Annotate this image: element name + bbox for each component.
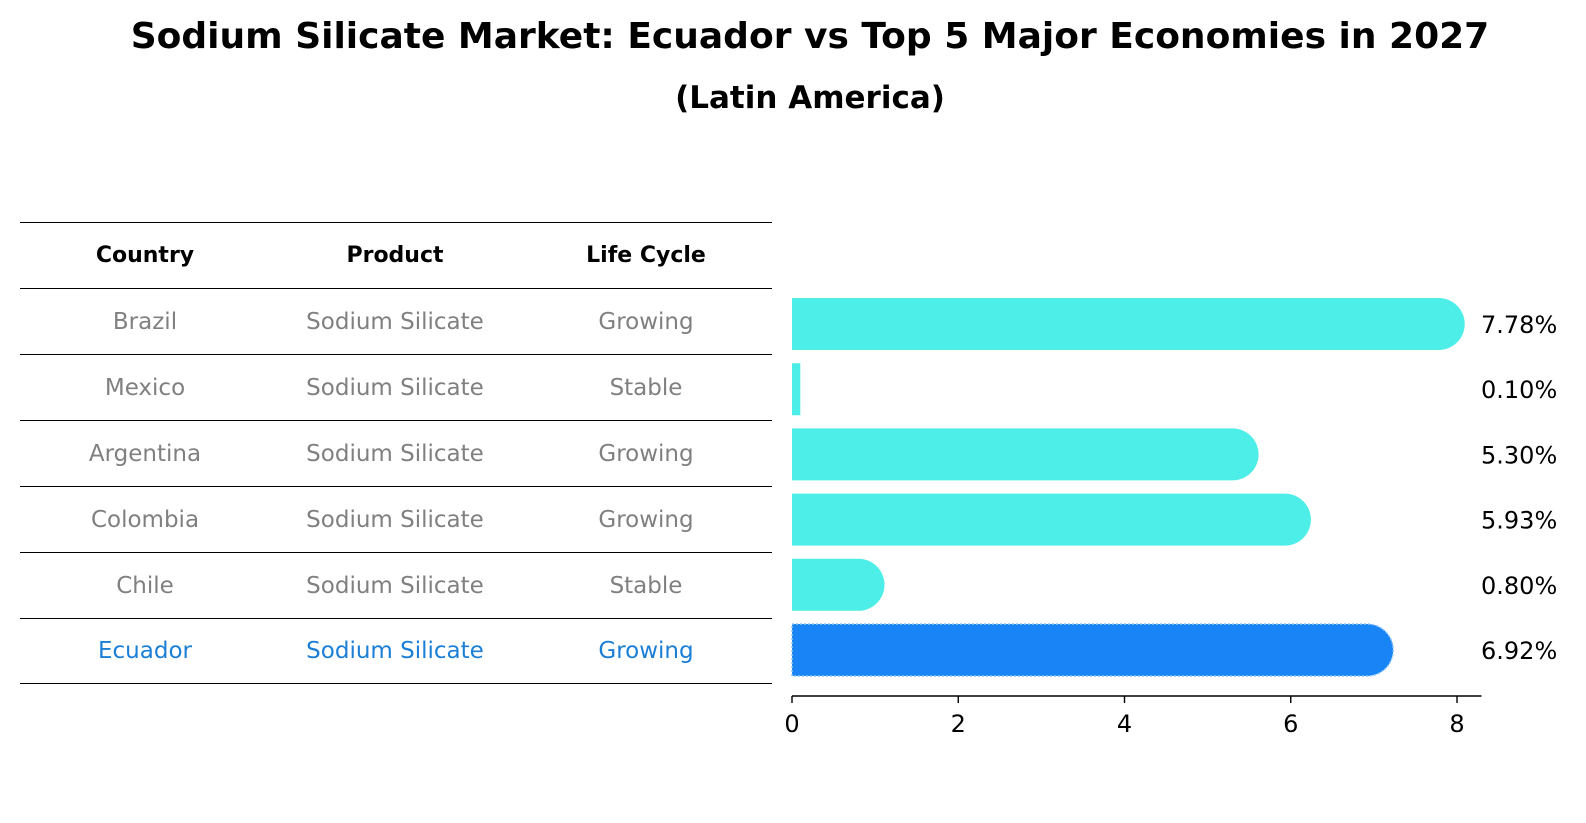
life-cycle-cell: Stable [609, 572, 683, 599]
bar-mexico [792, 363, 801, 416]
x-tick-label: 2 [951, 710, 966, 738]
value-label: 7.78% [1481, 311, 1557, 339]
header-life-cycle: Life Cycle [586, 243, 706, 268]
table-row: Mexico Sodium Silicate Stable [20, 354, 772, 420]
value-label: 6.92% [1481, 637, 1557, 665]
x-tick-label: 6 [1283, 710, 1298, 738]
country-cell: Brazil [112, 308, 178, 335]
header-product: Product [346, 243, 444, 268]
x-tick-label: 0 [784, 710, 799, 738]
value-label: 5.30% [1481, 441, 1557, 469]
chart-subtitle: (Latin America) [675, 80, 945, 116]
product-cell: Sodium Silicate [306, 506, 484, 533]
table-row-highlighted: Ecuador Sodium Silicate Growing [20, 618, 772, 684]
bar-argentina [792, 428, 1259, 481]
value-label: 0.10% [1481, 376, 1557, 404]
country-cell: Chile [116, 572, 174, 599]
table-row: Colombia Sodium Silicate Growing [20, 486, 772, 552]
x-tick-label: 4 [1117, 710, 1132, 738]
product-cell: Sodium Silicate [306, 572, 484, 599]
chart-title: Sodium Silicate Market: Ecuador vs Top 5… [130, 16, 1490, 57]
country-cell: Colombia [90, 506, 200, 533]
table-row: Argentina Sodium Silicate Growing [20, 420, 772, 486]
life-cycle-cell: Growing [598, 308, 694, 335]
bar-colombia [792, 493, 1311, 546]
product-cell: Sodium Silicate [306, 308, 484, 335]
product-cell: Sodium Silicate [306, 374, 484, 401]
value-label: 0.80% [1481, 572, 1557, 600]
bar-ecuador [791, 623, 1394, 677]
value-label: 5.93% [1481, 507, 1557, 535]
product-cell: Sodium Silicate [306, 638, 484, 664]
bar-chile [792, 558, 885, 611]
product-cell: Sodium Silicate [306, 440, 484, 467]
table-header-row: Country Product Life Cycle [20, 222, 772, 288]
life-cycle-cell: Growing [598, 506, 694, 533]
bar-brazil [792, 298, 1465, 350]
life-cycle-cell: Growing [598, 638, 694, 664]
table-row: Chile Sodium Silicate Stable [20, 552, 772, 618]
country-cell: Mexico [104, 374, 186, 401]
life-cycle-cell: Stable [609, 374, 683, 401]
header-country: Country [95, 243, 195, 268]
table-row: Brazil Sodium Silicate Growing [20, 288, 772, 354]
country-cell: Argentina [88, 440, 202, 467]
market-table: Country Product Life Cycle Brazil Sodium… [20, 222, 772, 684]
country-cell: Ecuador [98, 638, 192, 664]
x-tick-label: 8 [1449, 710, 1464, 738]
life-cycle-cell: Growing [598, 440, 694, 467]
